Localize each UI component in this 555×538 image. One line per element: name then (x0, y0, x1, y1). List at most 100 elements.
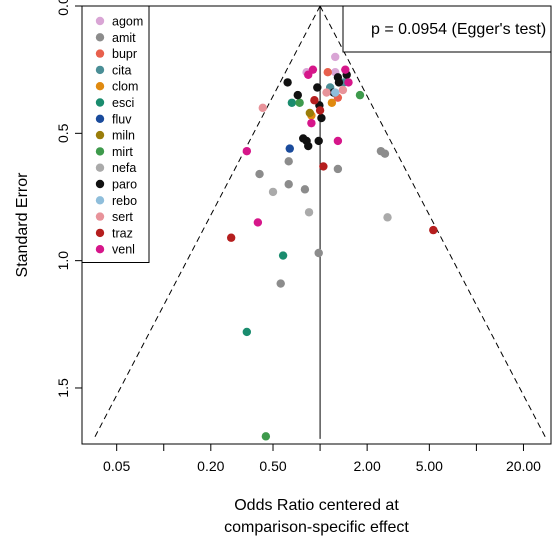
legend-swatch-paro (95, 179, 105, 189)
legend-swatch-nefa (95, 163, 105, 172)
x-tick-label: 5.00 (416, 458, 443, 474)
legend-swatch-amit (95, 33, 105, 42)
point-paro (317, 113, 326, 123)
point-miln (305, 108, 315, 118)
legend-swatch-sert (95, 212, 105, 221)
legend-box (81, 5, 150, 263)
x-tick-label: 0.05 (103, 458, 130, 474)
y-tick-label: 0.0 (55, 0, 71, 16)
legend-swatch-mirt (95, 147, 105, 156)
point-amit (314, 248, 323, 258)
legend-label-traz: traz (112, 226, 133, 240)
annotation-text: p = 0.0954 (Egger's test) (371, 21, 546, 38)
legend-swatch-venl (95, 245, 105, 254)
x-tick-label: 2.00 (354, 458, 381, 474)
point-paro (313, 83, 322, 92)
legend-label-fluv: fluv (112, 112, 132, 126)
x-tick-label: 0.50 (259, 458, 286, 474)
legend-label-clom: clom (112, 80, 138, 94)
point-paro (299, 134, 308, 143)
point-venl (242, 146, 252, 156)
legend-swatch-agom (95, 16, 105, 26)
data-points (226, 52, 438, 441)
point-venl (344, 78, 353, 87)
legend: agom amit bupr cita clom esci fluv miln mirt nefa… (81, 5, 150, 263)
funnel-right-bound (319, 5, 547, 440)
point-traz (429, 225, 438, 235)
point-mirt (355, 90, 365, 100)
y-tick-label: 0.5 (55, 123, 71, 143)
legend-swatch-fluv (95, 114, 105, 124)
point-nefa (383, 213, 392, 222)
legend-label-cita: cita (112, 63, 132, 77)
x-axis: 0.05 0.20 0.50 2.00 5.00 20.00 (103, 444, 541, 474)
point-venl (304, 70, 313, 79)
point-venl (333, 136, 343, 146)
egger-annotation: p = 0.0954 (Egger's test) (342, 5, 552, 53)
point-amit (380, 149, 390, 158)
point-esci (287, 98, 297, 107)
point-bupr (323, 68, 332, 77)
legend-label-venl: venl (112, 243, 135, 257)
point-traz (226, 233, 236, 242)
y-tick-label: 1.5 (55, 378, 71, 398)
legend-label-mirt: mirt (112, 145, 133, 159)
x-axis-title-line1: Odds Ratio centered at (234, 497, 399, 514)
legend-swatch-esci (95, 98, 105, 107)
point-amit (284, 180, 293, 189)
legend-swatch-cita (95, 65, 105, 75)
y-axis: 0.0 0.5 1.0 1.5 (55, 0, 82, 398)
point-sert (258, 103, 267, 113)
legend-label-agom: agom (112, 15, 143, 29)
point-esci (242, 327, 252, 337)
legend-swatch-clom (95, 82, 105, 91)
point-amit (284, 157, 293, 166)
point-amit (276, 279, 285, 288)
point-sert (338, 85, 348, 95)
annotation-box (342, 5, 552, 53)
legend-label-miln: miln (112, 129, 135, 143)
point-nefa (304, 208, 314, 217)
legend-label-paro: paro (112, 178, 137, 192)
point-traz (315, 106, 325, 115)
legend-label-esci: esci (112, 96, 134, 110)
funnel-lines (93, 5, 547, 440)
point-amit (333, 164, 343, 174)
point-venl (307, 118, 316, 128)
point-amit (300, 185, 310, 194)
x-axis-title-line2: comparison-specific effect (224, 519, 409, 536)
x-tick-label: 20.00 (506, 458, 541, 474)
legend-label-nefa: nefa (112, 161, 136, 175)
legend-label-bupr: bupr (112, 47, 137, 61)
legend-label-rebo: rebo (112, 194, 137, 208)
point-paro (334, 78, 344, 87)
x-tick-label: 0.20 (197, 458, 224, 474)
point-agom (331, 52, 340, 62)
y-tick-label: 1.0 (55, 251, 71, 271)
point-fluv (285, 144, 294, 153)
point-paro (293, 90, 302, 100)
point-paro (304, 141, 313, 151)
point-mirt (261, 432, 271, 441)
legend-swatch-miln (95, 130, 105, 140)
point-mirt (295, 98, 304, 107)
point-paro (283, 78, 292, 87)
point-esci (278, 251, 288, 260)
point-traz (310, 96, 319, 105)
point-venl (253, 218, 263, 227)
point-clom (327, 98, 337, 107)
y-axis-title: Standard Error (14, 172, 31, 278)
legend-swatch-rebo (95, 196, 105, 205)
legend-label-sert: sert (112, 210, 133, 224)
point-venl (341, 65, 350, 74)
point-traz (319, 162, 328, 171)
legend-swatch-traz (95, 228, 105, 238)
point-amit (255, 169, 264, 179)
point-rebo (331, 88, 340, 97)
point-sert (322, 88, 331, 97)
funnel-left-bound (93, 5, 321, 440)
legend-label-amit: amit (112, 31, 136, 45)
point-paro (314, 136, 323, 146)
point-nefa (268, 187, 278, 197)
